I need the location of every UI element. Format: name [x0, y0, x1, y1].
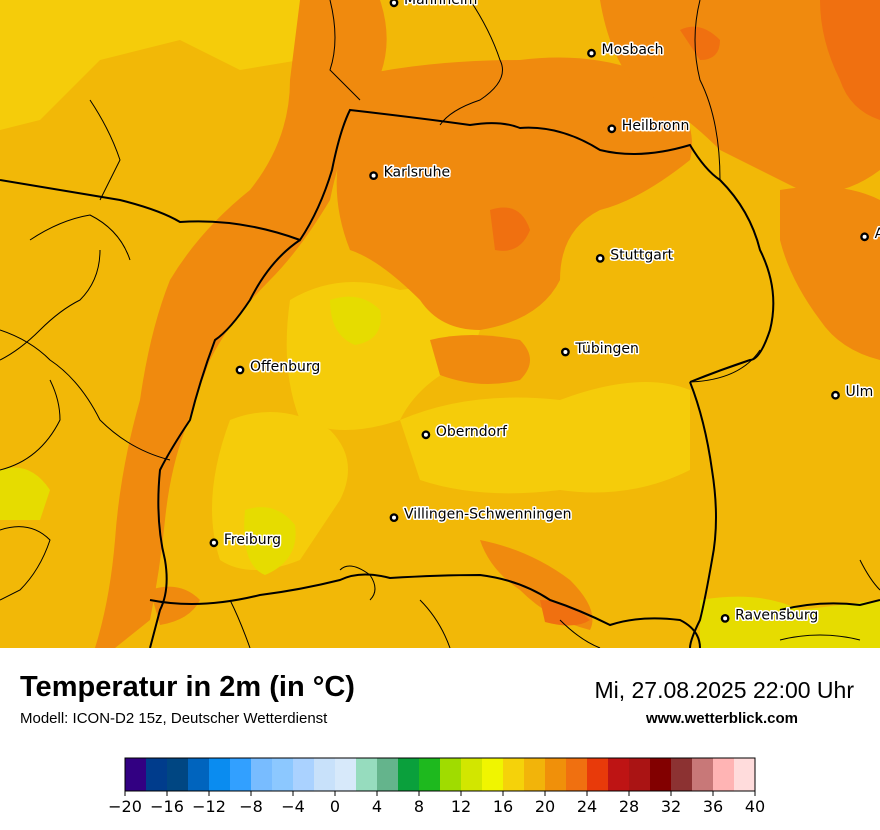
- legend-tick-label: −16: [150, 797, 184, 816]
- city-label: Karlsruhe: [384, 165, 451, 181]
- legend-swatch: [461, 758, 483, 791]
- legend-swatch: [650, 758, 672, 791]
- legend-swatch: [146, 758, 168, 791]
- border-lines: [0, 0, 880, 648]
- legend-swatches: [124, 757, 756, 792]
- legend-swatch: [377, 758, 399, 791]
- city-marker: Mannheim: [389, 0, 479, 9]
- temperature-field: [0, 0, 880, 648]
- legend-frame: [124, 757, 756, 792]
- legend-swatch: [566, 758, 588, 791]
- legend-tick-label: −20: [108, 797, 142, 816]
- legend-swatch: [251, 758, 273, 791]
- legend-swatch: [503, 758, 525, 791]
- legend-tick-label: 8: [414, 797, 424, 816]
- legend-tick-label: 32: [661, 797, 681, 816]
- city-marker: Freiburg: [209, 530, 283, 549]
- legend-tick-label: −8: [239, 797, 263, 816]
- website-link[interactable]: www.wetterblick.com: [646, 710, 798, 727]
- legend-swatch: [314, 758, 336, 791]
- legend-tick-label: 12: [451, 797, 471, 816]
- legend-tick-label: −12: [192, 797, 226, 816]
- legend-tick-label: 20: [535, 797, 555, 816]
- legend-swatch: [293, 758, 315, 791]
- legend-swatch: [356, 758, 378, 791]
- legend-swatch: [335, 758, 357, 791]
- legend-swatch: [167, 758, 189, 791]
- city-marker: Karlsruhe: [369, 163, 452, 182]
- city-markers: Mannheim Mosbach Heilbronn Karlsruhe Aalen St…: [209, 0, 880, 625]
- legend-swatch: [608, 758, 630, 791]
- legend-swatch: [713, 758, 735, 791]
- map-canvas: Mannheim Mosbach Heilbronn Karlsruhe Aalen St…: [0, 0, 880, 648]
- city-marker: Offenburg: [235, 358, 322, 377]
- city-label: Offenburg: [250, 359, 320, 375]
- legend-swatch: [398, 758, 420, 791]
- legend-swatch: [188, 758, 210, 791]
- legend-swatch: [524, 758, 546, 791]
- legend-tick-label: 40: [745, 797, 765, 816]
- legend-swatch: [230, 758, 252, 791]
- city-dot: [587, 48, 596, 58]
- legend-ticks: −20 −16 −12 −8 −4 0 4 8 12 16 20 24 28 32 36 40: [108, 791, 765, 816]
- city-marker: Ulm: [831, 383, 875, 402]
- city-dot: [860, 232, 869, 242]
- city-label: Mannheim: [404, 0, 477, 8]
- city-dot: [720, 614, 730, 623]
- legend-swatch: [545, 758, 567, 791]
- city-marker: Mosbach: [587, 41, 665, 60]
- legend-swatch: [482, 758, 504, 791]
- legend-swatch: [629, 758, 651, 791]
- legend-tick-label: 24: [577, 797, 597, 816]
- city-label: Stuttgart: [610, 247, 673, 263]
- city-dot: [369, 171, 378, 181]
- legend-swatch: [692, 758, 714, 791]
- city-dot: [595, 253, 605, 263]
- city-label: Villingen-Schwenningen: [404, 507, 572, 523]
- city-dot: [209, 538, 219, 548]
- city-dot: [561, 347, 570, 357]
- legend-swatch: [587, 758, 609, 791]
- legend-swatch: [272, 758, 294, 791]
- legend-tick-label: 36: [703, 797, 723, 816]
- model-source: Modell: ICON-D2 15z, Deutscher Wetterdie…: [20, 710, 328, 727]
- city-dot: [235, 365, 245, 375]
- city-label: Ravensburg: [735, 607, 818, 623]
- city-label: Heilbronn: [622, 118, 690, 134]
- city-dot: [607, 124, 617, 134]
- city-dot: [389, 513, 399, 522]
- legend-swatch: [671, 758, 693, 791]
- city-dot: [831, 390, 840, 400]
- legend-tick-label: 0: [330, 797, 340, 816]
- city-marker: Villingen-Schwenningen: [389, 505, 573, 524]
- city-marker: Ravensburg: [720, 606, 820, 625]
- color-legend: −20 −16 −12 −8 −4 0 4 8 12 16 20 24 28 32 36 40: [108, 757, 765, 816]
- city-label: Tübingen: [574, 341, 639, 357]
- legend-tick-label: 4: [372, 797, 382, 816]
- temperature-map: Mannheim Mosbach Heilbronn Karlsruhe Aalen St…: [0, 0, 880, 648]
- city-dot: [421, 430, 431, 440]
- city-label: Mosbach: [602, 42, 664, 58]
- legend-swatch: [734, 758, 756, 791]
- map-title: Temperatur in 2m (in °C): [20, 671, 355, 703]
- legend-tick-label: 28: [619, 797, 639, 816]
- legend-tick-label: −4: [281, 797, 305, 816]
- map-footer: Temperatur in 2m (in °C) Modell: ICON-D2…: [0, 648, 880, 830]
- city-marker: Stuttgart: [595, 246, 675, 265]
- legend-swatch: [419, 758, 441, 791]
- city-marker: Oberndorf: [421, 422, 510, 441]
- legend-swatch: [209, 758, 231, 791]
- city-marker: Heilbronn: [607, 116, 691, 135]
- forecast-datetime: Mi, 27.08.2025 22:00 Uhr: [594, 677, 854, 703]
- legend-tick-label: 16: [493, 797, 513, 816]
- city-label: Ulm: [846, 384, 874, 400]
- legend-swatch: [125, 758, 147, 791]
- legend-swatch: [440, 758, 462, 791]
- city-marker: Tübingen: [561, 340, 640, 359]
- city-label: Oberndorf: [436, 424, 508, 440]
- city-dot: [389, 0, 399, 8]
- city-label: Aalen: [875, 226, 880, 242]
- city-marker: Aalen: [860, 224, 880, 243]
- city-label: Freiburg: [224, 532, 281, 548]
